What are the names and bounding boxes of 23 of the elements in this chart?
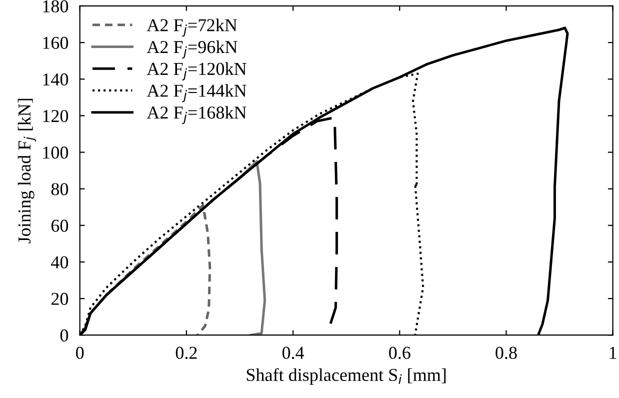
x-tick-label: 0.8 [496,346,517,360]
y-tick-label: 140 [43,73,68,86]
y-tick-label: 120 [43,110,68,122]
y-tick-label: 40 [51,256,68,268]
y-tick-label: 100 [43,146,68,159]
x-tick-label: 0.6 [389,346,410,360]
y-axis-title: Joining load F$_{j}$ [kN] [18,98,36,244]
y-tick-label: 180 [43,0,68,12]
y-tick-label: 60 [51,220,68,232]
legend-label: A2 F$_{j}$=120kN [146,62,246,80]
legend-label: A2 F$_{j}$=144kN [146,84,246,102]
y-tick-label: 80 [51,183,68,196]
legend-label: A2 F$_{j}$=168kN [146,106,246,124]
legend-label: A2 F$_{j}$=96kN [146,40,238,59]
x-tick-label: 0.4 [282,346,304,360]
y-tick-label: 0 [60,329,68,342]
x-tick-label: 0.2 [176,346,197,360]
y-tick-label: 20 [51,292,68,305]
x-tick-label: 0 [76,346,84,359]
x-axis-title: Shaft displacement S$_{i}$ [mm] [246,368,446,385]
legend-label: A2 F$_{j}$=72kN [146,18,238,37]
y-tick-label: 160 [43,36,68,49]
x-tick-label: 1 [610,346,616,359]
